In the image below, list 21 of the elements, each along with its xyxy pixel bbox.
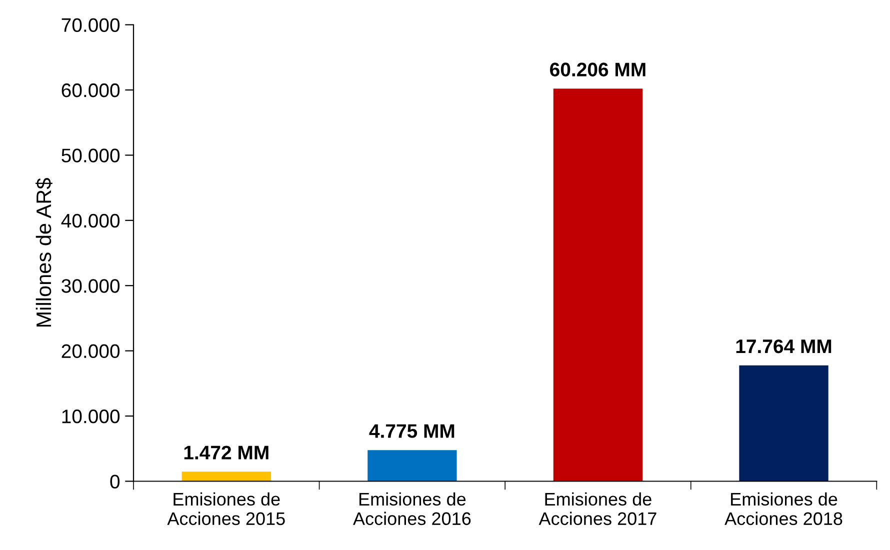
y-tick-label: 70.000: [62, 18, 120, 32]
data-label: 1.472 MM: [184, 446, 268, 460]
data-label: 17.764 MM: [736, 339, 832, 354]
bar: [368, 450, 457, 482]
x-tick-label: Emisiones de Acciones 2017: [538, 492, 656, 526]
y-tick-label: 30.000: [62, 279, 120, 293]
data-label: 4.775 MM: [369, 424, 454, 438]
x-tick-label: Emisiones de Acciones 2015: [167, 492, 285, 526]
y-tick-label: 60.000: [62, 83, 120, 98]
bar: [182, 472, 271, 482]
y-axis-title: Millones de AR$: [36, 178, 52, 327]
x-tick-label: Emisiones de Acciones 2018: [724, 492, 842, 526]
y-tick-label: 50.000: [62, 148, 120, 162]
y-tick-label: 40.000: [61, 214, 120, 228]
x-tick-label: Emisiones de Acciones 2016: [353, 492, 471, 526]
data-label: 60.206 MM: [550, 62, 646, 76]
bar: [553, 88, 643, 482]
y-tick-label: 0: [110, 474, 120, 488]
y-tick-label: 20.000: [62, 344, 120, 358]
bar: [739, 365, 828, 482]
y-tick-label: 10.000: [62, 410, 120, 424]
